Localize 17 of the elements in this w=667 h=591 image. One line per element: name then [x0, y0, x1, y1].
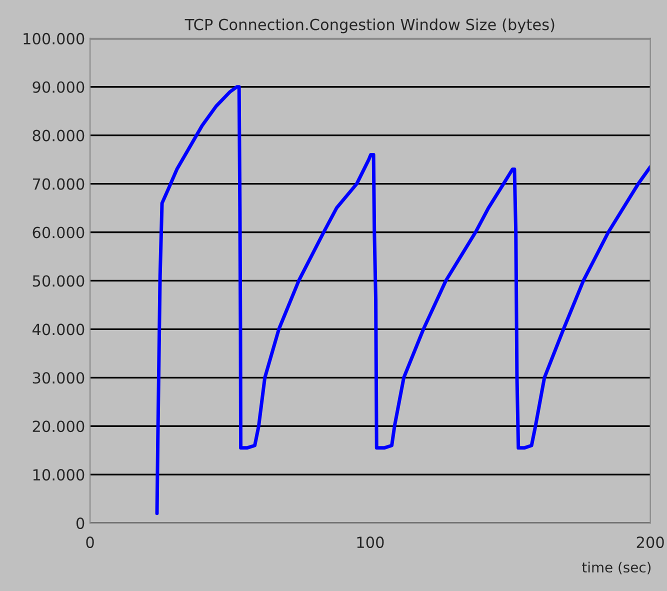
y-tick-label: 30.000 — [32, 372, 84, 384]
x-tick-label: 200 — [636, 536, 664, 548]
y-tick-label: 40.000 — [32, 324, 84, 336]
chart-title: TCP Connection.Congestion Window Size (bytes) — [184, 18, 554, 34]
y-tick-label: 60.000 — [32, 226, 84, 238]
y-tick-label: 10.000 — [33, 469, 84, 481]
x-axis-title: time (sec) — [582, 562, 651, 574]
y-tick-label: 0 — [76, 518, 84, 530]
y-tick-label: 70.000 — [32, 178, 84, 190]
x-tick-label: 100 — [357, 536, 384, 548]
y-tick-label: 90.000 — [32, 81, 84, 93]
y-tick-label: 100.000 — [24, 32, 84, 44]
y-tick-label: 20.000 — [32, 420, 84, 432]
x-tick-label: 0 — [86, 536, 94, 548]
y-tick-label: 80.000 — [32, 130, 84, 142]
y-tick-label: 50.000 — [32, 275, 84, 287]
line-series — [155, 85, 650, 516]
